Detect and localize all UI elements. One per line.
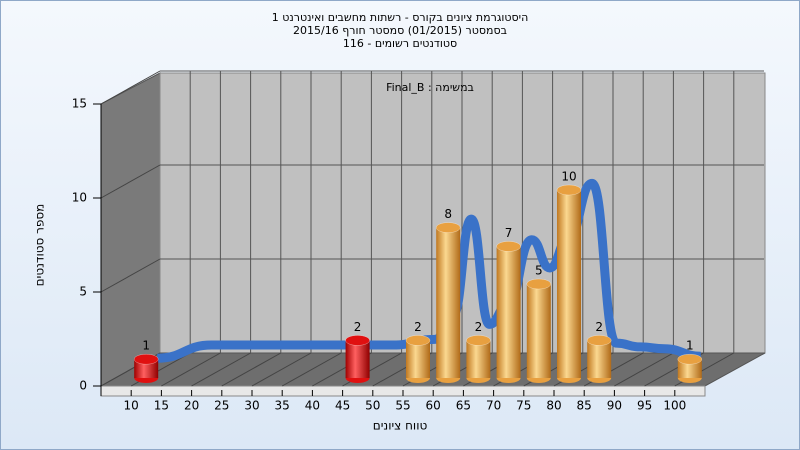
grid-line bbox=[614, 352, 674, 387]
x-tick-label: 90 bbox=[607, 399, 622, 413]
x-tick-label: 100 bbox=[663, 399, 686, 413]
chart-subtitle: בסמסטר (01/2015) סמסטר חורף 2015/16 bbox=[293, 24, 507, 37]
bar bbox=[677, 359, 702, 378]
data-label: 2 bbox=[595, 320, 603, 334]
chart-title: היסטוגרמת ציונים בקורס - רשתות מחשבים וא… bbox=[272, 11, 529, 24]
x-tick-label: 80 bbox=[546, 399, 561, 413]
x-tick-label: 70 bbox=[486, 399, 501, 413]
bar-top bbox=[405, 335, 431, 346]
x-tick-label: 75 bbox=[516, 399, 531, 413]
bar bbox=[526, 284, 551, 378]
bar-top bbox=[345, 335, 370, 346]
y-tick-label: 15 bbox=[72, 97, 87, 111]
data-label: 1 bbox=[142, 339, 150, 353]
bar bbox=[406, 340, 430, 378]
y-axis-label: מספר סטודנטים bbox=[33, 204, 47, 287]
x-axis-label: טווח ציונים bbox=[373, 419, 428, 433]
grid-line bbox=[191, 352, 251, 387]
x-tick-label: 25 bbox=[214, 399, 229, 413]
bar bbox=[557, 190, 581, 378]
data-label: 1 bbox=[686, 339, 694, 353]
y-tick-label: 10 bbox=[72, 191, 87, 205]
x-tick-label: 35 bbox=[275, 399, 290, 413]
x-tick-label: 50 bbox=[365, 399, 380, 413]
grid-line bbox=[100, 164, 161, 199]
x-tick-label: 95 bbox=[637, 399, 652, 413]
grid-line bbox=[100, 258, 161, 293]
bar-top bbox=[466, 335, 491, 346]
bar bbox=[587, 340, 612, 378]
grid-line bbox=[281, 352, 342, 387]
data-label: 5 bbox=[535, 264, 543, 278]
bar bbox=[496, 246, 521, 378]
x-tick-label: 40 bbox=[305, 399, 320, 413]
data-label: 7 bbox=[505, 226, 513, 240]
x-tick-label: 55 bbox=[395, 399, 410, 413]
bar bbox=[466, 340, 491, 378]
data-label: 2 bbox=[475, 320, 483, 334]
grid-line bbox=[100, 70, 161, 105]
data-label: 2 bbox=[414, 320, 422, 334]
x-tick-label: 60 bbox=[426, 399, 441, 413]
bar bbox=[436, 227, 461, 378]
grid-line bbox=[161, 352, 221, 387]
marks: 1 2 2 8 2 7 5 10 2 1 bbox=[133, 170, 703, 383]
x-tick-label: 30 bbox=[244, 399, 259, 413]
data-label: 8 bbox=[444, 207, 452, 221]
bar-top bbox=[556, 184, 582, 196]
bar-top bbox=[677, 353, 703, 365]
x-tick-label: 45 bbox=[335, 399, 350, 413]
x-tick-label: 65 bbox=[456, 399, 471, 413]
grid-line bbox=[221, 352, 282, 387]
x-tick-label: 85 bbox=[577, 399, 592, 413]
x-tick-label: 10 bbox=[124, 399, 139, 413]
annotation: Final_B : במשימה bbox=[386, 81, 474, 94]
left-wall bbox=[100, 72, 161, 387]
bar bbox=[345, 340, 370, 378]
y-tick-label: 0 bbox=[79, 379, 87, 393]
x-tick-label: 20 bbox=[184, 399, 199, 413]
bar-top bbox=[435, 222, 461, 233]
bar-top bbox=[133, 353, 159, 365]
chart-subtitle: סטודנטים רשומים - 116 bbox=[343, 37, 457, 50]
bar-top bbox=[526, 278, 552, 290]
y-tick-label: 5 bbox=[79, 285, 87, 299]
x-tick-label: 15 bbox=[154, 399, 169, 413]
bar bbox=[134, 359, 159, 378]
bar-top bbox=[496, 241, 521, 252]
data-label: 2 bbox=[354, 320, 362, 334]
grid-line bbox=[251, 352, 312, 387]
bar-top bbox=[586, 335, 612, 346]
data-label: 10 bbox=[561, 170, 576, 184]
